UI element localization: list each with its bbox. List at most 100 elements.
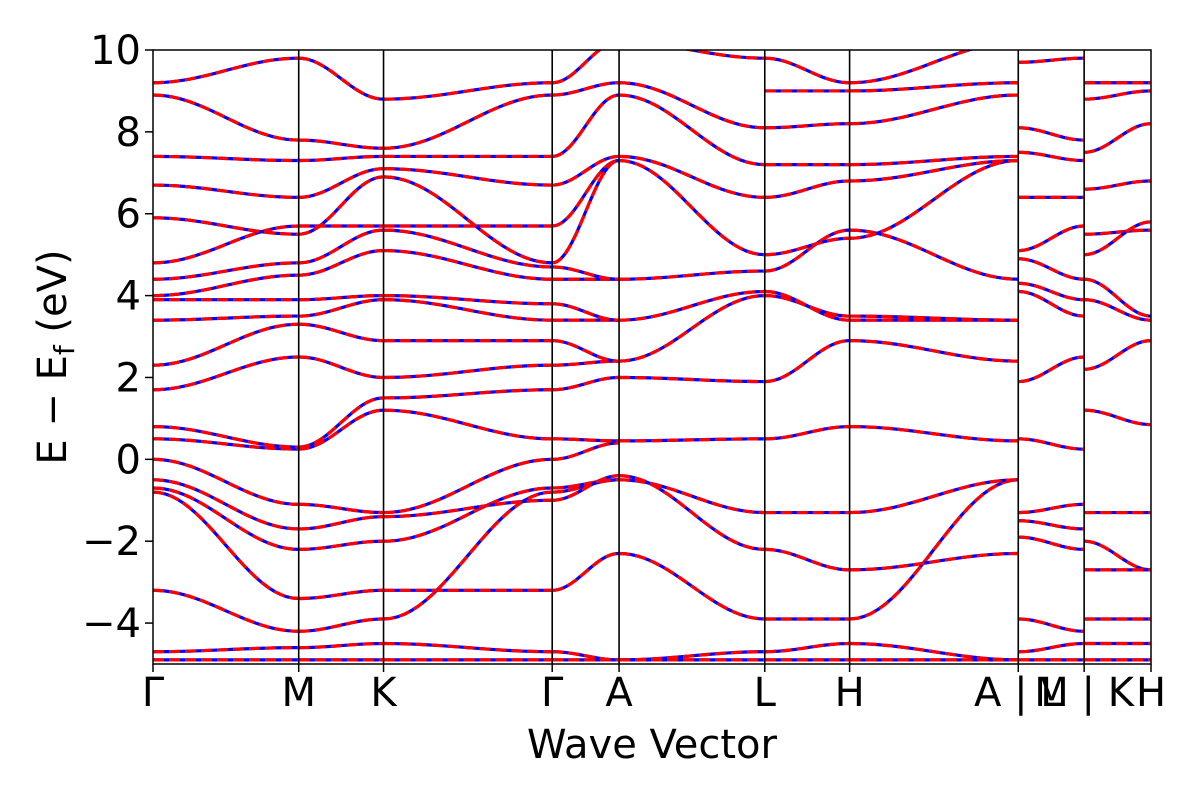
band-line-red [764, 424, 850, 441]
band-line-red [849, 339, 1019, 363]
y-axis-ticks: −4 −2 0 2 4 6 8 10 [82, 28, 153, 647]
band-line-red [849, 641, 1019, 662]
band-line-red [1018, 289, 1085, 318]
band-line-red [552, 265, 620, 281]
kpoint-lines-layer [297, 50, 1085, 664]
band-line-red [618, 474, 765, 551]
band-line-red [383, 294, 553, 306]
band-line-red [298, 539, 384, 551]
y-tick-label: −4 [82, 601, 141, 647]
band-line-red [298, 408, 384, 451]
band-line-red [552, 437, 620, 443]
band-line-red [764, 56, 850, 85]
band-line-red [153, 273, 299, 298]
band-line-red [1084, 89, 1151, 101]
band-line-red [552, 478, 620, 490]
band-line-red [153, 261, 299, 281]
band-line-red [849, 314, 1019, 322]
band-line-red [1018, 502, 1085, 515]
band-line-red [383, 498, 553, 519]
band-line-red [849, 50, 975, 85]
band-line-red [849, 93, 1019, 126]
band-line-red [552, 359, 620, 367]
x-axis-label: Wave Vector [527, 722, 778, 768]
band-line-red [1018, 257, 1085, 281]
band-line-red [153, 646, 299, 654]
band-line-blue [298, 167, 384, 199]
band-line-red [153, 457, 299, 506]
band-line-red [764, 179, 850, 199]
band-line-red [153, 478, 299, 531]
band-line-red [764, 641, 850, 654]
y-tick-label: −2 [82, 519, 141, 565]
band-line-red [552, 441, 620, 461]
band-line-red [383, 298, 553, 322]
band-line-red [383, 81, 553, 101]
band-line-red [1084, 339, 1151, 371]
band-line-red [1018, 126, 1085, 142]
x-tick-label: Γ [541, 670, 564, 716]
band-line-red [849, 158, 1019, 240]
band-line-red [552, 650, 620, 662]
band-line-red [764, 294, 850, 318]
y-tick-label: 10 [90, 28, 141, 74]
band-line-red [153, 224, 299, 265]
x-tick-label: Γ [142, 670, 165, 716]
band-line-red [383, 93, 553, 150]
band-line-red [298, 355, 384, 380]
band-line-red [153, 588, 299, 633]
band-line-red [153, 437, 299, 451]
band-line-red [764, 547, 850, 572]
y-tick-label: 8 [116, 110, 141, 156]
y-axis-label-subscript: f [48, 344, 81, 355]
y-tick-label: 4 [116, 274, 141, 320]
band-line-red [153, 424, 299, 449]
band-line-red [153, 56, 299, 85]
bands-layer [153, 50, 1151, 662]
band-line-red [619, 154, 765, 199]
band-line-red [1018, 535, 1085, 551]
band-line-red [383, 641, 553, 654]
band-line-red [298, 138, 384, 150]
band-line-blue [298, 228, 384, 265]
x-tick-label: L [754, 670, 777, 716]
band-line-red [298, 175, 384, 236]
band-line-red [849, 158, 1019, 183]
x-tick-label: M | K [1034, 670, 1135, 716]
band-line-red [552, 375, 620, 392]
band-line-red [1084, 408, 1151, 427]
band-line-red [849, 478, 1019, 621]
band-line-red [298, 515, 384, 531]
band-line-red [1018, 617, 1085, 633]
band-line-red [618, 158, 765, 257]
band-line-red [1018, 224, 1085, 253]
band-line-red [153, 93, 299, 142]
band-line-red [618, 93, 765, 167]
x-tick-label: K [370, 670, 398, 716]
y-axis-label-main: E − E [30, 355, 76, 465]
band-line-red [849, 228, 1019, 281]
band-line-red [298, 294, 384, 302]
band-line-red [383, 457, 553, 515]
x-tick-label: M [281, 670, 316, 716]
band-line-red [1018, 519, 1085, 531]
band-line-red [298, 396, 384, 449]
band-line-red [383, 486, 553, 543]
band-line-red [618, 551, 765, 621]
band-line-red [619, 650, 765, 662]
band-line-red [552, 302, 620, 322]
band-line-red [764, 228, 850, 273]
band-line-red [1018, 150, 1085, 163]
band-line-red [298, 588, 384, 601]
band-line-red [849, 551, 1019, 572]
band-line-red [298, 56, 384, 101]
x-tick-label: H [1136, 670, 1166, 716]
band-line-red [1018, 281, 1085, 302]
band-line-red [1018, 641, 1085, 654]
x-tick-label: H [835, 670, 865, 716]
band-line-red [619, 289, 765, 322]
band-line-red [764, 236, 850, 257]
